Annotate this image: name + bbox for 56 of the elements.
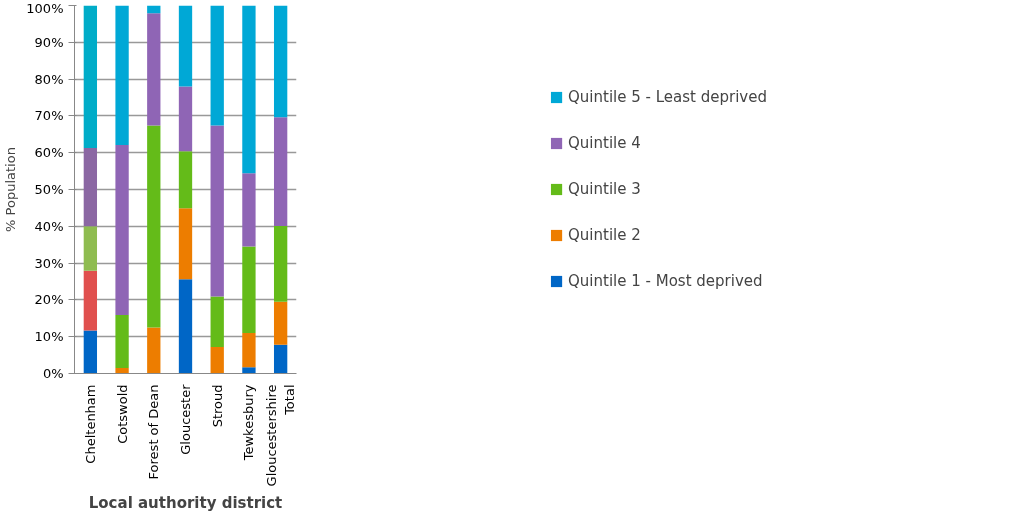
legend-label: Quintile 1 - Most deprived: [568, 272, 763, 290]
y-tick-label: 10%: [34, 329, 64, 345]
bar: [273, 225, 288, 302]
bar: [273, 5, 288, 118]
bar: [242, 333, 256, 368]
y-tick-label: 70%: [34, 108, 64, 124]
x-tick-label: Forest of Dean: [146, 384, 162, 480]
x-tick-label: Stroud: [209, 384, 225, 428]
y-tick-label: 0%: [42, 366, 64, 381]
bar: [178, 86, 193, 152]
bar: [210, 347, 224, 374]
x-tick-label: Cheltenham: [82, 384, 98, 464]
bar: [178, 208, 193, 280]
bar: [115, 367, 129, 374]
bar: [115, 314, 129, 368]
x-tick-label: Gloucester: [178, 383, 193, 455]
bar: [83, 270, 98, 331]
bar: [147, 13, 161, 126]
bar: [242, 367, 256, 374]
bar: [147, 327, 161, 374]
bar: [242, 5, 256, 174]
bar: [83, 147, 98, 227]
y-tick-label: 100%: [26, 0, 64, 16]
y-tick-label: 50%: [34, 182, 64, 197]
bar: [178, 5, 193, 87]
y-tick-label: 40%: [34, 218, 64, 234]
bar: [83, 5, 98, 148]
x-tick-label: Cotswold: [114, 384, 130, 444]
bar: [178, 279, 193, 374]
bar: [115, 5, 129, 145]
bar: [147, 125, 161, 328]
bar: [273, 117, 288, 226]
y-tick-label: 20%: [34, 292, 64, 308]
y-tick-label: 80%: [34, 71, 64, 87]
bar: [242, 246, 256, 334]
bar: [273, 344, 288, 374]
y-axis-title: % Population: [3, 147, 19, 232]
y-tick-label: 30%: [34, 255, 64, 271]
bar: [115, 144, 129, 315]
bar: [242, 173, 256, 247]
bar: [178, 151, 193, 209]
bar: [83, 226, 98, 271]
y-tick-label: 90%: [34, 34, 64, 50]
x-tick-label: Gloucestershire Total: [264, 384, 298, 487]
x-axis-title: Local authority district: [88, 494, 283, 513]
legend-label: Quintile 4: [568, 134, 641, 152]
bar: [210, 125, 224, 297]
x-tick-label: Tewkesbury: [241, 384, 257, 462]
bar: [273, 301, 288, 345]
bar: [83, 330, 98, 374]
legend-label: Quintile 2: [568, 226, 641, 244]
legend-label: Quintile 5 - Least deprived: [568, 88, 767, 106]
legend-label: Quintile 3: [568, 180, 641, 198]
bar: [210, 5, 224, 126]
bar: [210, 296, 224, 347]
y-tick-label: 60%: [34, 145, 64, 161]
